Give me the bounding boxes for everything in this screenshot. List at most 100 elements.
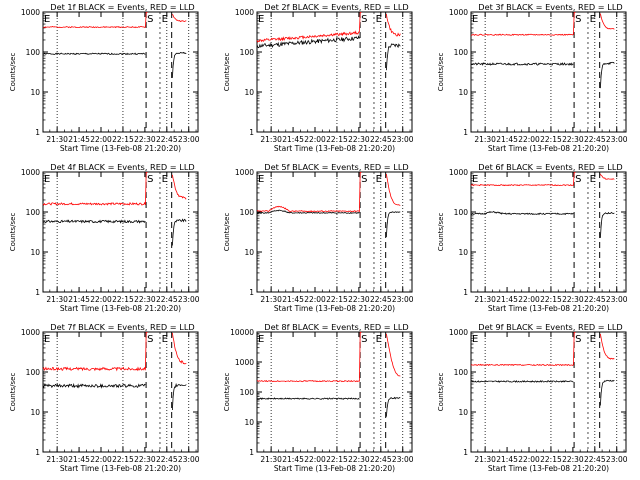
series-line-events: [42, 219, 146, 224]
x-tick-label: 21:30: [46, 135, 68, 144]
left-marker-label: E: [44, 174, 50, 185]
end-marker-label: E: [376, 334, 382, 345]
x-tick-label: 22:30: [562, 455, 584, 464]
x-tick-label: 21:45: [282, 455, 304, 464]
series-line-lld: [256, 12, 362, 43]
y-axis-label: Counts/sec: [9, 213, 17, 252]
x-tick-label: 21:30: [46, 455, 68, 464]
x-tick-label: 22:30: [348, 295, 370, 304]
x-tick-label: 22:30: [134, 135, 156, 144]
start-marker-label: S: [147, 174, 153, 185]
y-axis-label: Counts/sec: [9, 53, 17, 92]
series-line-lld-post: [386, 13, 401, 37]
x-tick-label: 22:15: [540, 295, 562, 304]
chart-panel: Det 5f BLACK = Events, RED = LLD 1 10 100 10…: [223, 162, 414, 313]
left-marker-label: E: [44, 334, 50, 345]
plot-frame: [256, 171, 413, 293]
x-tick-label: 22:30: [134, 295, 156, 304]
x-tick-label: 22:15: [326, 295, 348, 304]
series-line-lld-post: [600, 13, 615, 30]
y-tick-label: 10: [244, 418, 254, 427]
y-axis-label: Counts/sec: [223, 213, 231, 252]
series-line-events: [256, 35, 360, 49]
chart-panel: Det 9f BLACK = Events, RED = LLD 1 10 100 10…: [437, 322, 628, 473]
x-tick-label: 22:00: [518, 135, 540, 144]
x-tick-label: 21:30: [474, 135, 496, 144]
x-tick-label: 22:45: [156, 295, 178, 304]
x-tick-label: 21:45: [68, 295, 90, 304]
series-line-events: [256, 209, 360, 214]
x-tick-label: 22:30: [562, 135, 584, 144]
y-axis-label: Counts/sec: [437, 213, 445, 252]
y-tick-label: 100: [240, 48, 255, 57]
x-tick-label: 22:45: [370, 295, 392, 304]
x-tick-label: 22:30: [348, 455, 370, 464]
x-tick-label: 23:00: [606, 135, 628, 144]
series-line-lld-post: [600, 173, 615, 180]
x-tick-label: 23:00: [178, 455, 200, 464]
plot-frame: [470, 11, 627, 133]
x-axis-label: Start Time (13-Feb-08 21:20:20): [274, 464, 395, 473]
x-tick-label: 23:00: [392, 455, 414, 464]
series-line-events-post: [172, 51, 187, 78]
x-axis-label: Start Time (13-Feb-08 21:20:20): [488, 144, 609, 153]
y-tick-label: 1000: [21, 168, 40, 177]
chart-panel: Det 1f BLACK = Events, RED = LLD 1 10 100 10…: [9, 2, 200, 153]
y-tick-label: 1: [35, 128, 40, 137]
series-line-lld: [42, 172, 148, 206]
y-axis-label: Counts/sec: [437, 53, 445, 92]
x-tick-label: 23:00: [392, 295, 414, 304]
plot-frame: [42, 171, 199, 293]
y-tick-label: 100: [240, 388, 255, 397]
y-axis-label: Counts/sec: [223, 53, 231, 92]
x-tick-label: 21:30: [260, 295, 282, 304]
series-line-lld-post: [172, 13, 187, 23]
x-tick-label: 21:45: [282, 135, 304, 144]
y-tick-label: 1000: [449, 8, 468, 17]
y-tick-label: 1: [249, 448, 254, 457]
series-line-lld-post: [600, 333, 615, 360]
start-marker-label: S: [575, 174, 581, 185]
y-tick-label: 1: [35, 448, 40, 457]
x-axis-label: Start Time (13-Feb-08 21:20:20): [488, 464, 609, 473]
x-tick-label: 21:45: [68, 135, 90, 144]
y-tick-label: 100: [26, 368, 41, 377]
y-tick-label: 1000: [235, 168, 254, 177]
series-line-lld: [470, 172, 576, 187]
series-line-lld: [470, 332, 576, 367]
series-line-lld: [256, 331, 362, 383]
series-line-events: [42, 52, 146, 56]
left-marker-label: E: [472, 174, 478, 185]
start-marker-label: S: [575, 334, 581, 345]
y-tick-label: 1000: [21, 8, 40, 17]
y-tick-label: 100: [240, 208, 255, 217]
y-tick-label: 1000: [449, 328, 468, 337]
y-axis-label: Counts/sec: [223, 373, 231, 412]
x-axis-label: Start Time (13-Feb-08 21:20:20): [60, 464, 181, 473]
y-tick-label: 10: [244, 88, 254, 97]
x-tick-label: 22:00: [304, 295, 326, 304]
end-marker-label: E: [590, 14, 596, 25]
y-tick-label: 10: [30, 408, 40, 417]
x-tick-label: 23:00: [606, 295, 628, 304]
start-marker-label: S: [361, 174, 367, 185]
series-line-events-post: [172, 382, 187, 411]
left-marker-label: E: [258, 334, 264, 345]
y-tick-label: 1000: [235, 358, 254, 367]
left-marker-label: E: [472, 14, 478, 25]
end-marker-label: E: [376, 14, 382, 25]
y-axis-label: Counts/sec: [437, 373, 445, 412]
x-axis-label: Start Time (13-Feb-08 21:20:20): [60, 304, 181, 313]
start-marker-label: S: [147, 334, 153, 345]
x-tick-label: 22:00: [90, 295, 112, 304]
x-tick-label: 22:15: [112, 295, 134, 304]
y-tick-label: 10000: [230, 328, 254, 337]
series-line-events-post: [600, 379, 615, 406]
x-tick-label: 22:15: [540, 135, 562, 144]
y-tick-label: 10: [458, 248, 468, 257]
x-tick-label: 22:45: [370, 135, 392, 144]
series-line-events: [470, 62, 574, 66]
chart-title: Det 5f BLACK = Events, RED = LLD: [264, 162, 408, 172]
series-line-events-post: [386, 211, 401, 238]
end-marker-label: E: [590, 174, 596, 185]
